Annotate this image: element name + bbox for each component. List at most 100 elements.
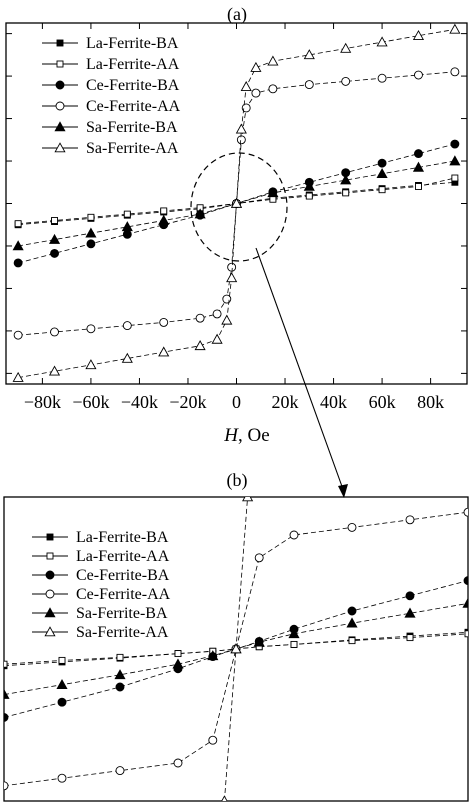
a-point-sa-ferrite-aa bbox=[267, 55, 279, 66]
a-legend-marker-ce-ferrite-ba bbox=[55, 80, 65, 90]
a-point-ce-ferrite-aa bbox=[241, 103, 251, 113]
a-point-sa-ferrite-aa bbox=[449, 23, 461, 34]
a-x-tick-label: −60k bbox=[72, 392, 109, 412]
panel-b-series bbox=[4, 497, 468, 801]
b-point-la-ferrite-aa bbox=[464, 630, 468, 638]
b-point-sa-ferrite-ba bbox=[4, 688, 10, 699]
b-legend-label-sa-ferrite-aa: Sa-Ferrite-AA bbox=[76, 624, 169, 641]
a-point-ce-ferrite-aa bbox=[50, 327, 59, 337]
b-legend-marker-la-ferrite-aa bbox=[46, 552, 54, 560]
b-point-ce-ferrite-aa bbox=[254, 553, 264, 563]
a-point-ce-ferrite-ba bbox=[50, 248, 59, 258]
a-point-sa-ferrite-aa bbox=[303, 49, 315, 60]
a-point-la-ferrite-aa bbox=[342, 189, 350, 197]
a-legend-marker-la-ferrite-aa bbox=[56, 60, 64, 68]
a-point-la-ferrite-aa bbox=[378, 186, 386, 194]
a-point-ce-ferrite-aa bbox=[236, 135, 246, 145]
a-point-la-ferrite-aa bbox=[123, 210, 131, 218]
b-point-ce-ferrite-ba bbox=[463, 576, 468, 586]
a-point-ce-ferrite-ba bbox=[414, 149, 423, 159]
b-point-la-ferrite-aa bbox=[58, 656, 66, 664]
a-point-la-ferrite-aa bbox=[415, 183, 422, 190]
a-point-sa-ferrite-ba bbox=[303, 180, 315, 191]
a-point-sa-ferrite-aa bbox=[12, 371, 24, 382]
a-point-sa-ferrite-ba bbox=[449, 155, 461, 166]
a-point-la-ferrite-aa bbox=[305, 192, 313, 200]
a-point-ce-ferrite-ba bbox=[450, 139, 460, 149]
a-legend-label-ce-ferrite-aa: Ce-Ferrite-AA bbox=[86, 98, 181, 115]
panel-b-label: (b) bbox=[227, 470, 248, 491]
zoom-arrow-head bbox=[338, 484, 348, 498]
b-point-ce-ferrite-aa bbox=[347, 522, 357, 532]
a-point-sa-ferrite-aa bbox=[235, 123, 247, 134]
a-point-sa-ferrite-aa bbox=[376, 36, 388, 47]
b-point-sa-ferrite-ba bbox=[462, 597, 468, 608]
b-point-ce-ferrite-ba bbox=[4, 712, 9, 722]
panel-b-frame bbox=[3, 496, 469, 802]
b-point-sa-ferrite-ba bbox=[172, 658, 184, 669]
a-point-sa-ferrite-aa bbox=[230, 197, 243, 208]
a-point-sa-ferrite-ba bbox=[48, 233, 61, 244]
a-x-tick-label: −40k bbox=[121, 392, 158, 412]
a-point-ce-ferrite-aa bbox=[450, 67, 460, 77]
panel-a-x-axis-label-unit: , Oe bbox=[238, 425, 270, 446]
panel-a-label: (a) bbox=[227, 4, 247, 25]
zoom-region-circle bbox=[190, 152, 288, 262]
a-series-sa-ferrite-aa bbox=[12, 23, 461, 382]
b-series-line-ce-ferrite-aa bbox=[4, 511, 468, 787]
b-legend-label-la-ferrite-ba: La-Ferrite-BA bbox=[76, 529, 169, 546]
panel-a-legend: La-Ferrite-BA La-Ferrite-AA Ce-Ferrite-BA C… bbox=[42, 35, 181, 157]
a-point-la-ferrite-aa bbox=[87, 213, 95, 221]
panel-b: (b) La-Ferrite-BA La-Ferrite-AA Ce-Ferrite… bbox=[3, 470, 469, 802]
a-x-tick-label: 60k bbox=[369, 392, 396, 412]
a-point-sa-ferrite-ba bbox=[158, 214, 170, 225]
a-point-ce-ferrite-ba bbox=[86, 239, 96, 249]
a-x-tick-label: −80k bbox=[24, 392, 61, 412]
a-point-ce-ferrite-aa bbox=[122, 321, 132, 331]
a-legend-label-la-ferrite-ba: La-Ferrite-BA bbox=[86, 35, 179, 52]
b-point-sa-ferrite-aa bbox=[221, 795, 228, 801]
a-legend-label-ce-ferrite-ba: Ce-Ferrite-BA bbox=[86, 77, 180, 94]
b-legend-label-sa-ferrite-ba: Sa-Ferrite-BA bbox=[76, 605, 168, 622]
a-point-la-ferrite-aa bbox=[51, 217, 58, 224]
a-point-la-ferrite-aa bbox=[14, 220, 22, 228]
a-point-ce-ferrite-aa bbox=[86, 324, 96, 334]
b-legend-label-la-ferrite-aa: La-Ferrite-AA bbox=[76, 548, 170, 565]
a-point-sa-ferrite-aa bbox=[250, 61, 262, 72]
panel-b-legend: La-Ferrite-BA La-Ferrite-AA Ce-Ferrite-BA C… bbox=[32, 529, 171, 641]
a-point-ce-ferrite-ba bbox=[377, 158, 387, 168]
a-legend-marker-sa-ferrite-aa bbox=[54, 142, 66, 153]
a-x-tick-label: 0 bbox=[232, 392, 241, 412]
b-point-ce-ferrite-aa bbox=[173, 758, 183, 768]
a-point-la-ferrite-aa bbox=[451, 174, 459, 182]
b-point-ce-ferrite-ba bbox=[57, 697, 67, 707]
b-point-sa-ferrite-ba bbox=[114, 669, 126, 680]
a-point-la-ferrite-aa bbox=[160, 207, 168, 215]
b-point-la-ferrite-aa bbox=[406, 634, 414, 642]
b-point-sa-ferrite-ba bbox=[253, 636, 265, 647]
a-point-ce-ferrite-aa bbox=[268, 84, 278, 94]
a-point-ce-ferrite-ba bbox=[122, 229, 132, 239]
b-legend-marker-sa-ferrite-ba bbox=[44, 607, 56, 618]
b-point-ce-ferrite-ba bbox=[115, 682, 125, 692]
a-series-ce-ferrite-aa bbox=[13, 67, 460, 340]
b-series-ce-ferrite-aa bbox=[4, 507, 468, 791]
b-point-ce-ferrite-aa bbox=[208, 735, 218, 745]
a-x-tick-label: 80k bbox=[417, 392, 444, 412]
b-point-sa-ferrite-ba bbox=[346, 617, 358, 628]
a-series-sa-ferrite-ba bbox=[12, 155, 461, 251]
b-point-sa-ferrite-aa bbox=[230, 643, 242, 654]
a-point-ce-ferrite-ba bbox=[13, 258, 23, 268]
b-point-la-ferrite-aa bbox=[348, 637, 356, 645]
b-legend-marker-ce-ferrite-ba bbox=[45, 570, 55, 580]
b-point-la-ferrite-aa bbox=[174, 650, 182, 658]
a-point-sa-ferrite-aa bbox=[48, 365, 61, 376]
a-point-ce-ferrite-aa bbox=[251, 88, 261, 98]
a-point-ce-ferrite-aa bbox=[304, 80, 314, 90]
b-point-sa-ferrite-ba bbox=[56, 678, 68, 690]
a-point-sa-ferrite-aa bbox=[85, 359, 97, 370]
b-point-ce-ferrite-aa bbox=[463, 507, 468, 517]
a-point-sa-ferrite-aa bbox=[158, 346, 170, 357]
b-point-la-ferrite-aa bbox=[290, 640, 298, 648]
